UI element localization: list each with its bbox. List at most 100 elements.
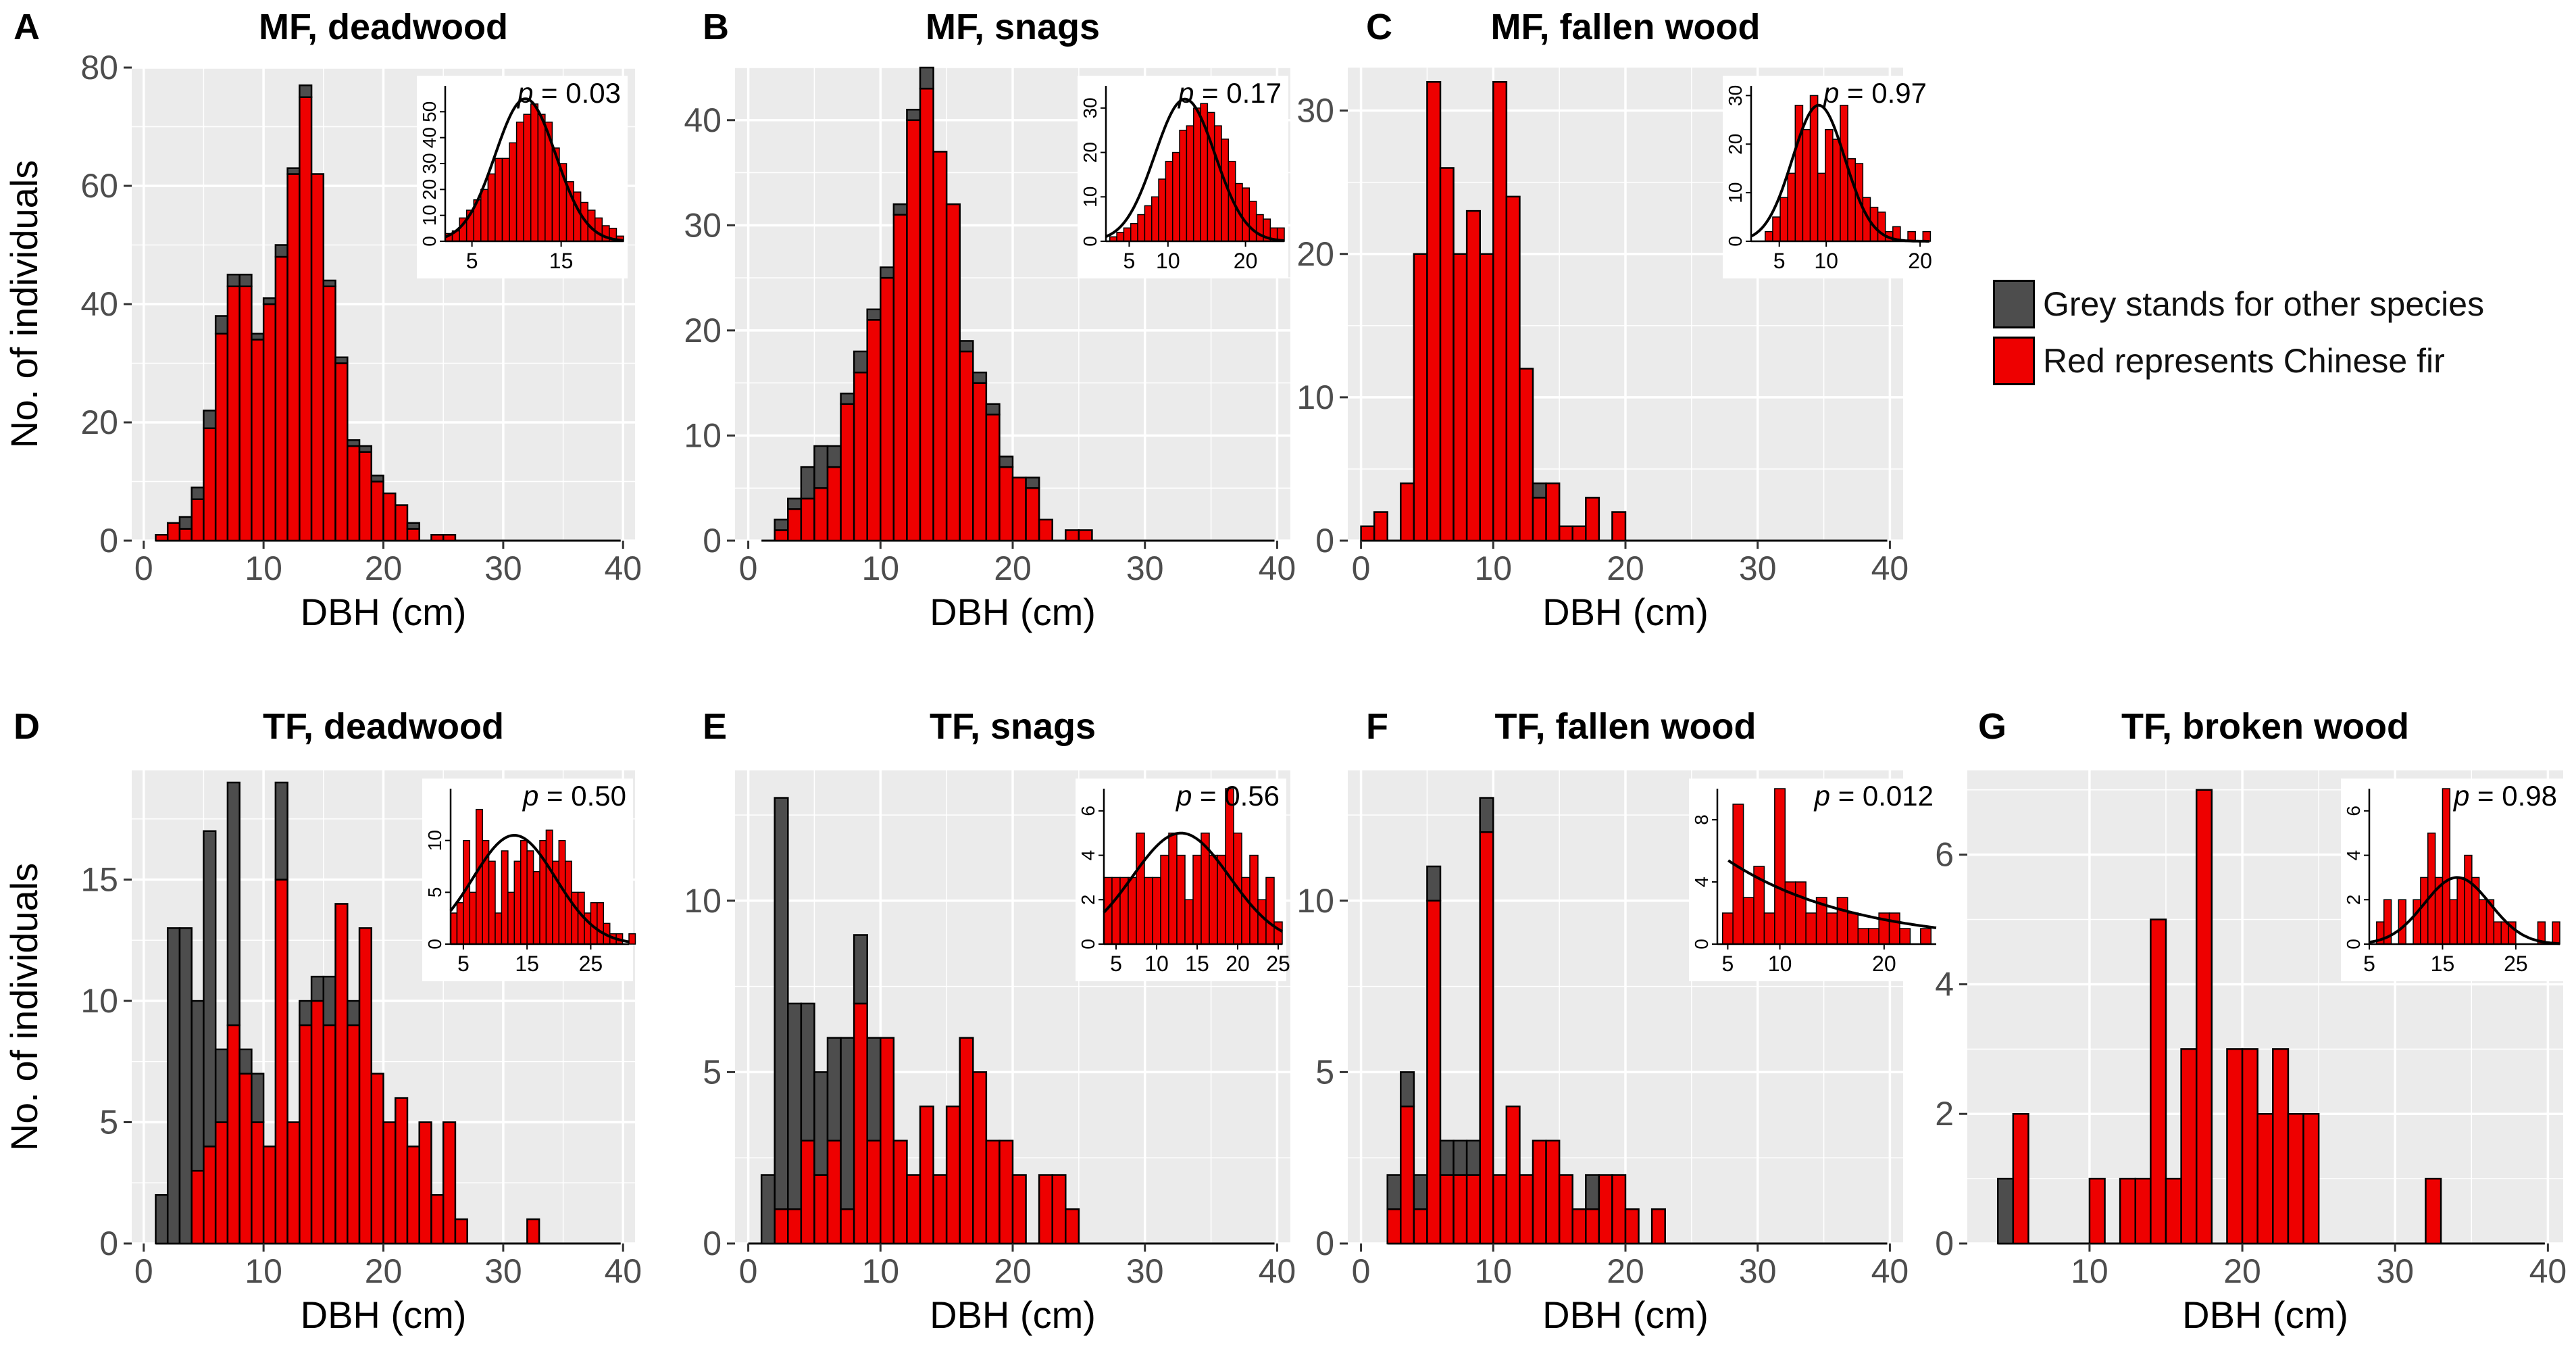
- bar-fir: [1611, 1174, 1627, 1245]
- bar-other: [226, 274, 241, 287]
- y-tick-label: 10: [684, 416, 722, 454]
- bar-fir: [999, 466, 1014, 542]
- inset-bar: [2478, 899, 2487, 945]
- y-tick-label: 0: [703, 1225, 722, 1262]
- inset-y-tick-label: 5: [424, 887, 445, 898]
- bar-fir: [166, 522, 181, 542]
- inset-bar: [2552, 921, 2560, 945]
- inset-x-tick-label: 20: [1872, 952, 1896, 976]
- bar-fir: [382, 492, 397, 542]
- inset-C: 5 10 20 0 10 20 30 p = 0.97: [1723, 76, 1934, 278]
- inset-bar: [1144, 205, 1153, 242]
- bar-other: [203, 830, 217, 1148]
- bar-other: [1532, 482, 1547, 499]
- bar-other: [251, 1073, 265, 1123]
- inset-bar: [1867, 928, 1879, 945]
- bar-fir: [1479, 831, 1494, 1245]
- y-tick-label: 80: [80, 49, 118, 87]
- inset-bar: [597, 902, 605, 945]
- bar-fir: [1479, 253, 1494, 542]
- inset-y-tick-label: 20: [1725, 134, 1746, 155]
- panel-title: TF, broken wood: [2121, 706, 2409, 747]
- bar-other: [1453, 1139, 1468, 1176]
- inset-p-number: = 0.98: [2477, 780, 2557, 812]
- panel-letter: C: [1366, 7, 1392, 47]
- inset-bar: [513, 860, 522, 945]
- inset-bar: [1249, 854, 1259, 945]
- inset-bar: [1130, 222, 1138, 242]
- inset-x-tick-label: 10: [1144, 952, 1169, 976]
- inset-p-value: p = 0.56: [1175, 780, 1280, 812]
- x-axis-title: DBH (cm): [930, 591, 1096, 633]
- inset-x-tick-label: 15: [2431, 952, 2455, 976]
- bar-other: [1439, 1139, 1455, 1176]
- bar-fir: [347, 1024, 361, 1245]
- inset-y-tick-label: 10: [424, 830, 445, 851]
- bar-fir: [2256, 1112, 2274, 1245]
- inset-A: 5 15 0 10 20 30 40 50 p = 0.03: [417, 76, 628, 278]
- bar-fir: [840, 403, 855, 542]
- inset-y-tick-label: 30: [1080, 97, 1101, 118]
- bar-fir: [1505, 195, 1521, 542]
- panel-letter: F: [1366, 706, 1388, 747]
- bar-fir: [454, 1218, 468, 1245]
- inset-p-symbol: p: [1175, 780, 1200, 812]
- y-tick-label: 2: [1935, 1095, 1954, 1133]
- bar-fir: [1038, 1174, 1053, 1245]
- y-tick-label: 5: [99, 1104, 118, 1141]
- bar-fir: [945, 1105, 961, 1245]
- x-tick-label: 10: [245, 1252, 282, 1290]
- bar-other: [985, 403, 1001, 416]
- x-tick-label: 30: [1739, 549, 1777, 587]
- bar-fir: [382, 1121, 397, 1245]
- x-tick-label: 40: [604, 549, 642, 587]
- inset-bar: [532, 870, 540, 945]
- bar-fir: [1571, 1208, 1587, 1245]
- inset-bar: [1763, 912, 1775, 945]
- inset-y-tick-label: 30: [1725, 85, 1746, 106]
- inset-bar: [1207, 112, 1215, 242]
- bar-fir: [2012, 1112, 2029, 1245]
- inset-bar: [1111, 877, 1121, 945]
- x-tick-label: 20: [1607, 549, 1644, 587]
- inset-y-tick-label: 0: [1078, 939, 1098, 950]
- inset-bar: [1176, 854, 1186, 945]
- x-tick-label: 30: [1126, 1252, 1164, 1290]
- inset-y-tick-label: 8: [1691, 814, 1712, 825]
- inset-y-tick-label: 6: [2343, 806, 2364, 816]
- inset-bar: [450, 912, 458, 945]
- inset-bar: [475, 808, 483, 945]
- inset-y-tick-label: 50: [419, 101, 440, 122]
- bar-fir: [959, 350, 974, 542]
- inset-bar: [1836, 897, 1848, 945]
- bar-fir: [906, 119, 921, 542]
- y-tick-label: 10: [80, 982, 118, 1020]
- x-tick-label: 30: [1126, 549, 1164, 587]
- inset-x-tick-label: 10: [1156, 249, 1180, 273]
- bar-other: [347, 1000, 361, 1027]
- bar-fir: [1519, 1174, 1534, 1245]
- inset-bar: [1225, 788, 1234, 945]
- bar-fir: [1465, 1174, 1481, 1245]
- x-tick-label: 0: [739, 549, 758, 587]
- inset-bar: [501, 850, 509, 945]
- bar-fir: [1545, 1139, 1561, 1245]
- inset-y-tick-label: 20: [419, 179, 440, 200]
- bar-fir: [370, 1073, 384, 1245]
- inset-y-tick-label: 2: [2343, 894, 2364, 905]
- panel-letter: D: [14, 706, 40, 747]
- inset-bar: [2420, 877, 2429, 945]
- bar-fir: [2180, 1048, 2198, 1245]
- y-tick-label: 15: [80, 861, 118, 899]
- x-tick-label: 10: [1474, 549, 1512, 587]
- bar-other: [774, 518, 789, 531]
- y-tick-label: 4: [1935, 965, 1954, 1003]
- bar-fir: [1386, 1208, 1402, 1245]
- inset-bar: [1826, 912, 1838, 945]
- inset-D: 5 15 25 0 5 10 p = 0.50: [422, 779, 636, 981]
- bar-fir: [1038, 518, 1053, 542]
- bar-fir: [1413, 253, 1428, 542]
- inset-bar: [1888, 912, 1900, 945]
- bar-fir: [1505, 1105, 1521, 1245]
